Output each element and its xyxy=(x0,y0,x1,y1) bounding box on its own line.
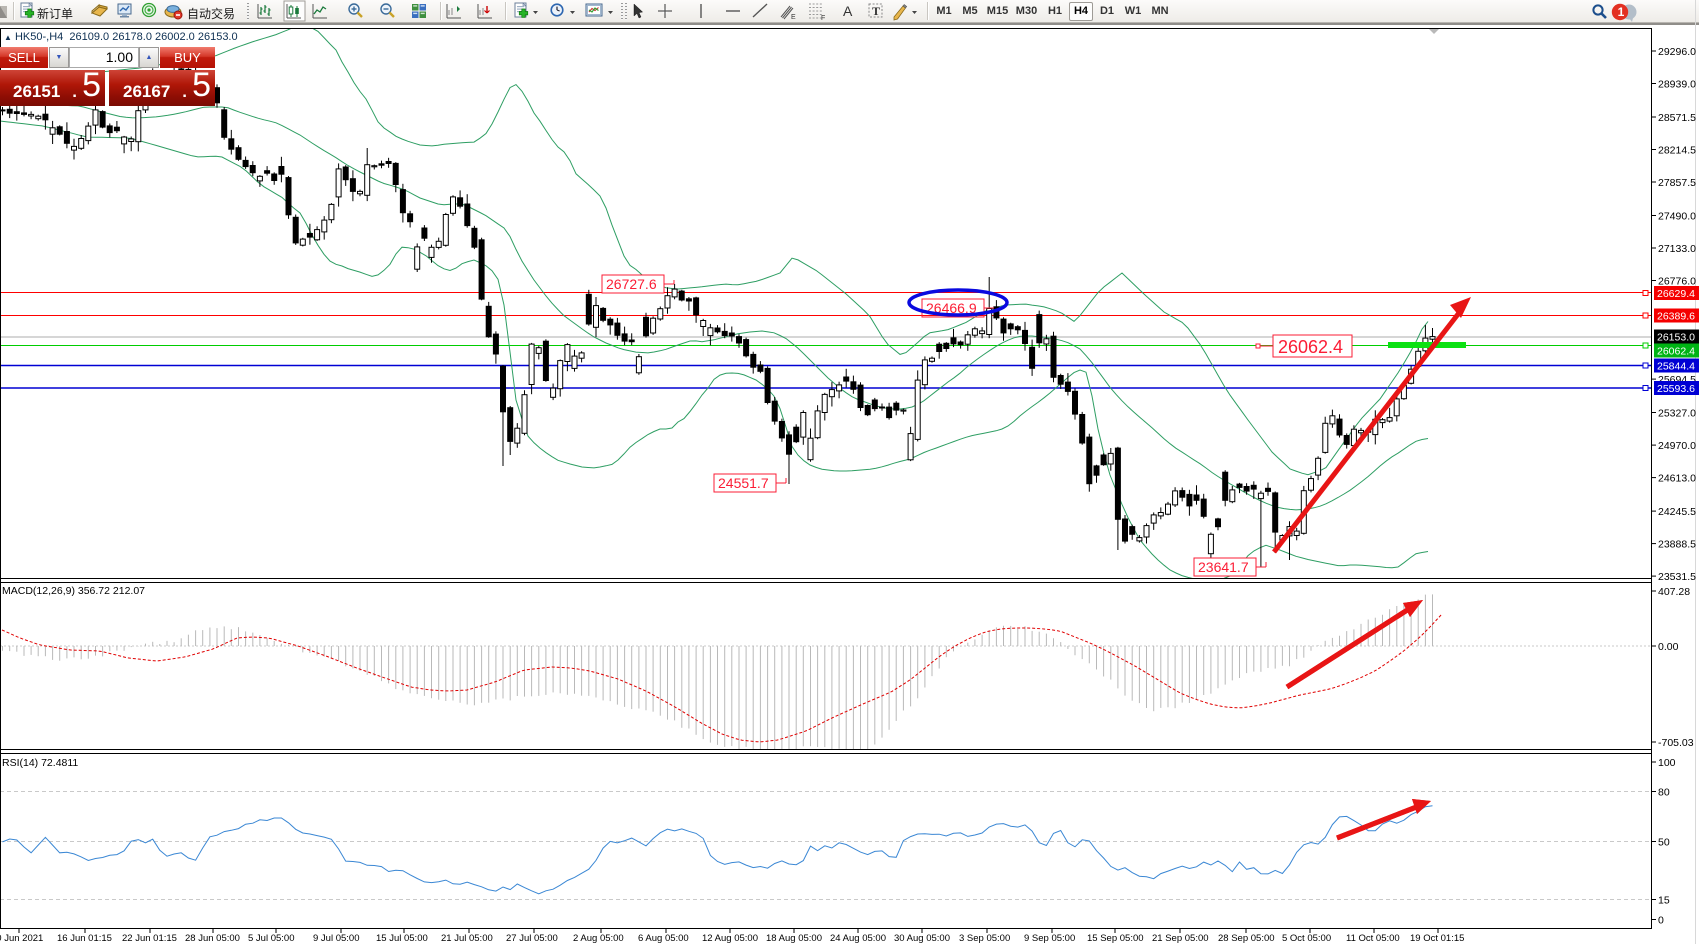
svg-text:24245.5: 24245.5 xyxy=(1658,506,1696,518)
svg-text:25327.0: 25327.0 xyxy=(1658,408,1696,420)
svg-text:26776.0: 26776.0 xyxy=(1658,276,1696,288)
svg-text:28 Jun 05:00: 28 Jun 05:00 xyxy=(185,933,240,944)
svg-text:11 Oct 05:00: 11 Oct 05:00 xyxy=(1346,933,1400,944)
svg-text:80: 80 xyxy=(1658,787,1670,799)
svg-text:19 Oct 01:15: 19 Oct 01:15 xyxy=(1410,933,1464,944)
svg-text:26629.4: 26629.4 xyxy=(1657,288,1695,300)
svg-text:407.28: 407.28 xyxy=(1658,586,1690,598)
svg-text:21 Jul 05:00: 21 Jul 05:00 xyxy=(441,933,493,944)
svg-text:28571.5: 28571.5 xyxy=(1658,112,1696,124)
svg-text:29296.0: 29296.0 xyxy=(1658,46,1696,58)
svg-text:27 Jul 05:00: 27 Jul 05:00 xyxy=(506,933,558,944)
svg-text:16 Jun 01:15: 16 Jun 01:15 xyxy=(57,933,112,944)
svg-text:3 Sep 05:00: 3 Sep 05:00 xyxy=(959,933,1010,944)
svg-text:26062.4: 26062.4 xyxy=(1278,337,1343,357)
svg-text:5 Jul 05:00: 5 Jul 05:00 xyxy=(248,933,294,944)
svg-text:A: A xyxy=(843,3,853,19)
svg-text:15 Sep 05:00: 15 Sep 05:00 xyxy=(1087,933,1144,944)
svg-text:26062.4: 26062.4 xyxy=(1657,346,1695,358)
svg-text:2 Aug 05:00: 2 Aug 05:00 xyxy=(573,933,624,944)
svg-text:28 Sep 05:00: 28 Sep 05:00 xyxy=(1218,933,1275,944)
svg-text:1: 1 xyxy=(1618,5,1625,19)
svg-text:5 Oct 05:00: 5 Oct 05:00 xyxy=(1282,933,1331,944)
svg-text:50: 50 xyxy=(1658,837,1670,849)
svg-text:9 Sep 05:00: 9 Sep 05:00 xyxy=(1024,933,1075,944)
svg-text:18 Aug 05:00: 18 Aug 05:00 xyxy=(766,933,822,944)
svg-text:24 Aug 05:00: 24 Aug 05:00 xyxy=(830,933,886,944)
svg-text:26389.6: 26389.6 xyxy=(1657,311,1695,323)
svg-text:E: E xyxy=(791,14,796,21)
svg-text:6 Aug 05:00: 6 Aug 05:00 xyxy=(638,933,689,944)
svg-text:26727.6: 26727.6 xyxy=(606,276,657,292)
svg-text:27490.0: 27490.0 xyxy=(1658,211,1696,223)
svg-text:23531.5: 23531.5 xyxy=(1658,571,1696,583)
svg-text:24970.0: 24970.0 xyxy=(1658,440,1696,452)
svg-text:27133.0: 27133.0 xyxy=(1658,243,1696,255)
svg-text:F: F xyxy=(821,15,825,22)
svg-text:12 Aug 05:00: 12 Aug 05:00 xyxy=(702,933,758,944)
svg-text:23641.7: 23641.7 xyxy=(1198,559,1249,575)
svg-text:21 Sep 05:00: 21 Sep 05:00 xyxy=(1152,933,1209,944)
svg-text:26466.9: 26466.9 xyxy=(926,300,977,316)
svg-text:10 Jun 2021: 10 Jun 2021 xyxy=(0,933,43,944)
svg-text:-705.03: -705.03 xyxy=(1658,737,1694,749)
svg-text:T: T xyxy=(872,4,880,18)
svg-text:22 Jun 01:15: 22 Jun 01:15 xyxy=(122,933,177,944)
svg-text:15: 15 xyxy=(1658,895,1670,907)
svg-text:100: 100 xyxy=(1658,757,1676,769)
svg-text:25844.4: 25844.4 xyxy=(1657,361,1695,373)
svg-text:9 Jul 05:00: 9 Jul 05:00 xyxy=(313,933,359,944)
svg-text:23888.5: 23888.5 xyxy=(1658,539,1696,551)
svg-text:25593.6: 25593.6 xyxy=(1657,383,1695,395)
svg-text:0: 0 xyxy=(1658,915,1664,927)
svg-text:24551.7: 24551.7 xyxy=(718,475,769,491)
svg-text:28214.5: 28214.5 xyxy=(1658,145,1696,157)
svg-text:30 Aug 05:00: 30 Aug 05:00 xyxy=(894,933,950,944)
svg-text:15 Jul 05:00: 15 Jul 05:00 xyxy=(376,933,428,944)
svg-text:27857.5: 27857.5 xyxy=(1658,177,1696,189)
svg-text:24613.0: 24613.0 xyxy=(1658,473,1696,485)
svg-text:0.00: 0.00 xyxy=(1658,641,1679,653)
svg-text:28939.0: 28939.0 xyxy=(1658,79,1696,91)
svg-text:26153.0: 26153.0 xyxy=(1657,332,1695,344)
